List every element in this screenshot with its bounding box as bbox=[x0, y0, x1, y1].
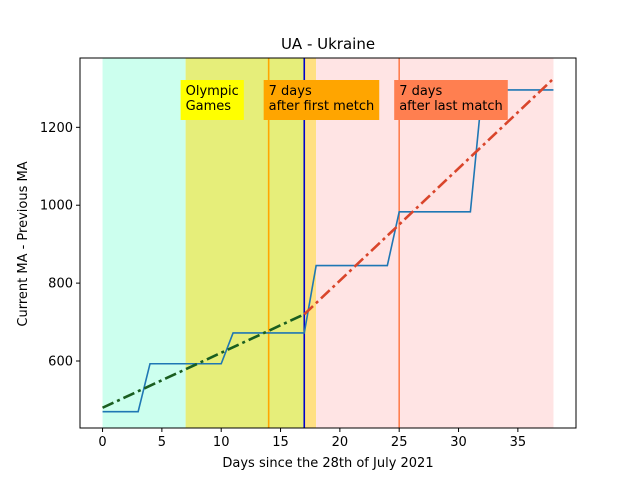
x-tick-label: 5 bbox=[158, 435, 166, 450]
plot-frame bbox=[79, 57, 577, 429]
x-tick-label: 30 bbox=[450, 435, 467, 450]
y-tick-label: 1200 bbox=[40, 121, 73, 136]
trend-line-2 bbox=[303, 77, 555, 316]
annotation-text-0-0: Olympic bbox=[186, 84, 239, 99]
annotation-text-1-0: 7 days bbox=[269, 84, 312, 99]
x-tick-label: 25 bbox=[391, 435, 408, 450]
chart-title: UA - Ukraine bbox=[281, 35, 375, 53]
y-axis-label: Current MA - Previous MA bbox=[16, 161, 31, 326]
trend-line-1 bbox=[102, 313, 305, 409]
annotation-box-0 bbox=[180, 80, 244, 120]
annotation-box-2 bbox=[394, 80, 508, 120]
x-tick-label: 10 bbox=[213, 435, 230, 450]
shaded-region-2 bbox=[304, 58, 317, 428]
y-tick-label: 800 bbox=[48, 277, 73, 292]
annotation-box-1 bbox=[263, 80, 380, 120]
shaded-region-0 bbox=[102, 58, 186, 428]
y-tick-label: 1000 bbox=[40, 199, 73, 214]
y-tick-label: 600 bbox=[48, 355, 73, 370]
x-tick-label: 0 bbox=[98, 435, 106, 450]
annotation-text-2-1: after last match bbox=[399, 99, 503, 114]
annotation-text-0-1: Games bbox=[186, 99, 232, 114]
x-tick-label: 15 bbox=[272, 435, 289, 450]
x-axis-label: Days since the 28th of July 2021 bbox=[222, 456, 433, 471]
x-tick-label: 35 bbox=[510, 435, 527, 450]
annotation-text-2-0: 7 days bbox=[399, 84, 442, 99]
step-line-0 bbox=[102, 89, 554, 413]
annotation-text-1-1: after first metch bbox=[269, 99, 375, 114]
x-tick-label: 20 bbox=[332, 435, 349, 450]
